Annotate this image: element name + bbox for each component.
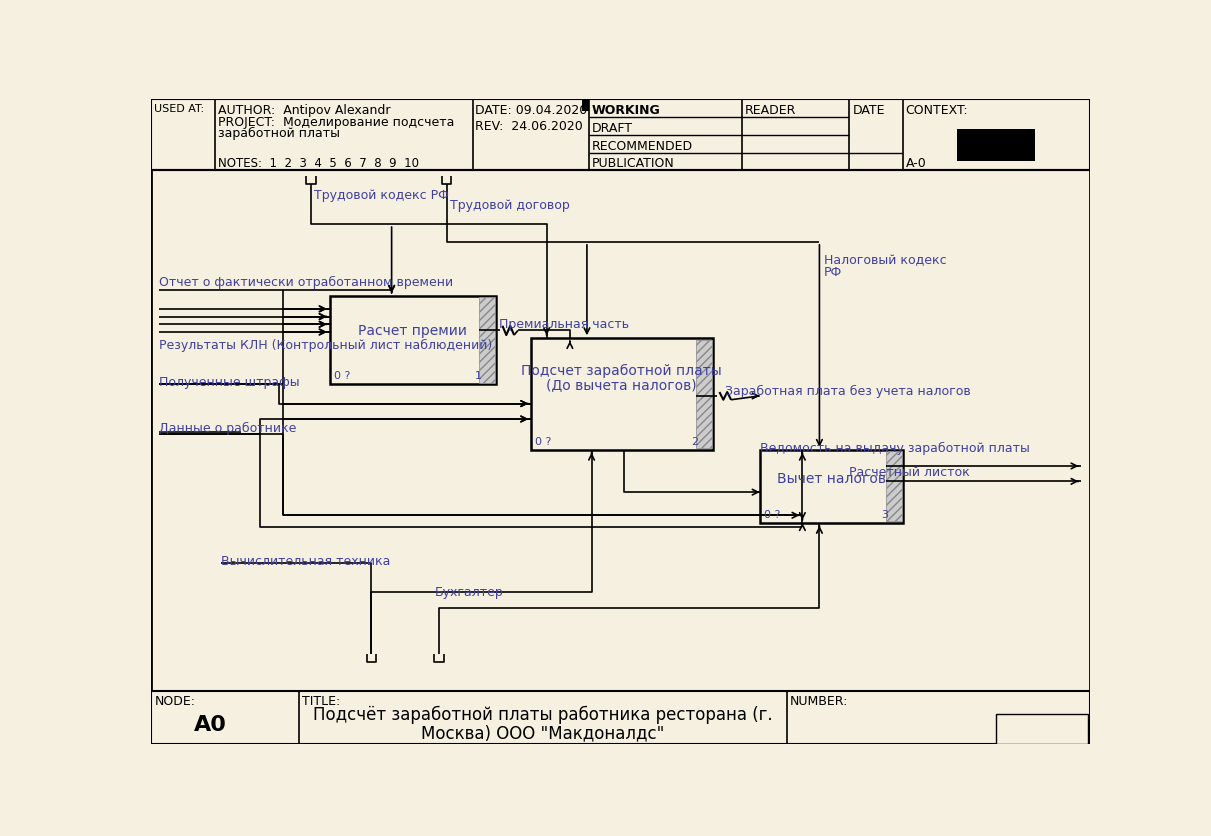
Text: RECOMMENDED: RECOMMENDED: [592, 140, 693, 152]
Text: 0 ?: 0 ?: [764, 509, 780, 519]
Bar: [886, 451, 901, 522]
Text: Расчет премии: Расчет премии: [358, 324, 467, 338]
Text: 1: 1: [475, 371, 482, 381]
Bar: [581, 100, 590, 112]
Bar: [480, 298, 495, 384]
Text: Подсчет заработной платы: Подсчет заработной платы: [522, 364, 722, 377]
Bar: [151, 691, 1090, 744]
Text: A-0: A-0: [906, 157, 926, 171]
Text: Вычислительная техника: Вычислительная техника: [222, 554, 390, 567]
Text: A0: A0: [194, 714, 226, 734]
Text: DRAFT: DRAFT: [592, 122, 632, 135]
Text: Расчетный листок: Расчетный листок: [849, 466, 970, 479]
Text: Полученные штрафы: Полученные штрафы: [159, 375, 300, 389]
Bar: [696, 340, 712, 449]
Text: Налоговый кодекс: Налоговый кодекс: [823, 254, 947, 268]
Bar: [958, 130, 1035, 162]
Bar: [532, 339, 713, 451]
Text: NUMBER:: NUMBER:: [790, 694, 849, 707]
Text: Данные о работнике: Данные о работнике: [159, 422, 297, 435]
Text: DATE: 09.04.2020: DATE: 09.04.2020: [476, 104, 587, 117]
Text: (До вычета налогов): (До вычета налогов): [546, 377, 698, 391]
Text: Подсчёт заработной платы работника ресторана (г.: Подсчёт заработной платы работника ресто…: [312, 705, 773, 723]
Text: REV:  24.06.2020: REV: 24.06.2020: [476, 120, 582, 133]
Text: Трудовой договор: Трудовой договор: [449, 199, 569, 212]
Text: DATE: DATE: [853, 104, 885, 117]
Text: Ведомость на выдачу заработной платы: Ведомость на выдачу заработной платы: [759, 441, 1029, 455]
Text: Трудовой кодекс РФ: Трудовой кодекс РФ: [314, 189, 449, 201]
Text: TITLE:: TITLE:: [302, 694, 340, 707]
Bar: [151, 100, 1090, 171]
Text: AUTHOR:  Antipov Alexandr: AUTHOR: Antipov Alexandr: [218, 104, 390, 117]
Text: Заработная плата без учета налогов: Заработная плата без учета налогов: [725, 385, 971, 398]
Text: NOTES:  1  2  3  4  5  6  7  8  9  10: NOTES: 1 2 3 4 5 6 7 8 9 10: [218, 156, 419, 170]
Text: PROJECT:  Моделирование подсчета: PROJECT: Моделирование подсчета: [218, 115, 454, 129]
Text: 3: 3: [882, 509, 889, 519]
Text: Вычет налогов: Вычет налогов: [776, 472, 885, 486]
Bar: [329, 297, 497, 385]
Text: Результаты КЛН (Контрольный лист наблюдений): Результаты КЛН (Контрольный лист наблюде…: [159, 339, 493, 352]
Bar: [759, 451, 903, 523]
Bar: [997, 714, 1087, 744]
Text: Премиальная часть: Премиальная часть: [499, 317, 629, 330]
Text: 2: 2: [691, 436, 699, 446]
Text: 0 ?: 0 ?: [535, 436, 551, 446]
Text: PUBLICATION: PUBLICATION: [592, 157, 675, 171]
Text: Бухгалтер: Бухгалтер: [435, 585, 503, 598]
Text: Отчет о фактически отработанном времени: Отчет о фактически отработанном времени: [159, 276, 453, 288]
Text: READER: READER: [745, 104, 796, 117]
Text: CONTEXT:: CONTEXT:: [906, 104, 968, 117]
Text: USED AT:: USED AT:: [154, 104, 203, 114]
Text: РФ: РФ: [823, 266, 843, 278]
Text: заработной платы: заработной платы: [218, 127, 340, 140]
Text: Москва) ООО "Макдоналдс": Москва) ООО "Макдоналдс": [421, 723, 665, 742]
Text: 0 ?: 0 ?: [333, 371, 350, 381]
Text: WORKING: WORKING: [592, 104, 660, 117]
Text: NODE:: NODE:: [155, 694, 195, 707]
